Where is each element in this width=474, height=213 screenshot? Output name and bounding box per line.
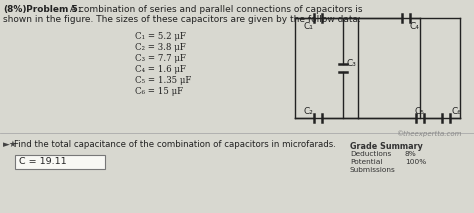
Text: 8%: 8% [405, 151, 417, 157]
Text: C₆ = 15 μF: C₆ = 15 μF [135, 87, 183, 96]
Text: ©theexpertta.com: ©theexpertta.com [396, 130, 462, 137]
Text: shown in the figure. The sizes of these capacitors are given by the follow data:: shown in the figure. The sizes of these … [3, 15, 361, 24]
Text: C₅: C₅ [414, 107, 424, 116]
Text: A combination of series and parallel connections of capacitors is: A combination of series and parallel con… [67, 5, 363, 14]
Text: Problem 5:: Problem 5: [23, 5, 82, 14]
Text: C₃: C₃ [347, 59, 357, 69]
Text: (8%): (8%) [3, 5, 27, 14]
Text: C₃ = 7.7 μF: C₃ = 7.7 μF [135, 54, 186, 63]
Text: C₁ = 5.2 μF: C₁ = 5.2 μF [135, 32, 186, 41]
Text: Deductions: Deductions [350, 151, 391, 157]
Text: 100%: 100% [405, 159, 426, 165]
Text: C = 19.11: C = 19.11 [19, 157, 67, 167]
Text: Grade Summary: Grade Summary [350, 142, 423, 151]
Text: C₄ = 1.6 μF: C₄ = 1.6 μF [135, 65, 186, 74]
Text: C₅ = 1.35 μF: C₅ = 1.35 μF [135, 76, 191, 85]
Text: ►★: ►★ [3, 140, 18, 149]
Bar [15, 155, 105, 169]
Text: C₆: C₆ [452, 107, 462, 116]
Text: C₂ = 3.8 μF: C₂ = 3.8 μF [135, 43, 186, 52]
Text: C₄: C₄ [410, 22, 420, 31]
Text: Find the total capacitance of the combination of capacitors in microfarads.: Find the total capacitance of the combin… [14, 140, 336, 149]
Text: C₁: C₁ [304, 22, 314, 31]
Text: Potential: Potential [350, 159, 383, 165]
Text: Submissions: Submissions [350, 167, 396, 173]
Text: C₂: C₂ [304, 107, 314, 116]
